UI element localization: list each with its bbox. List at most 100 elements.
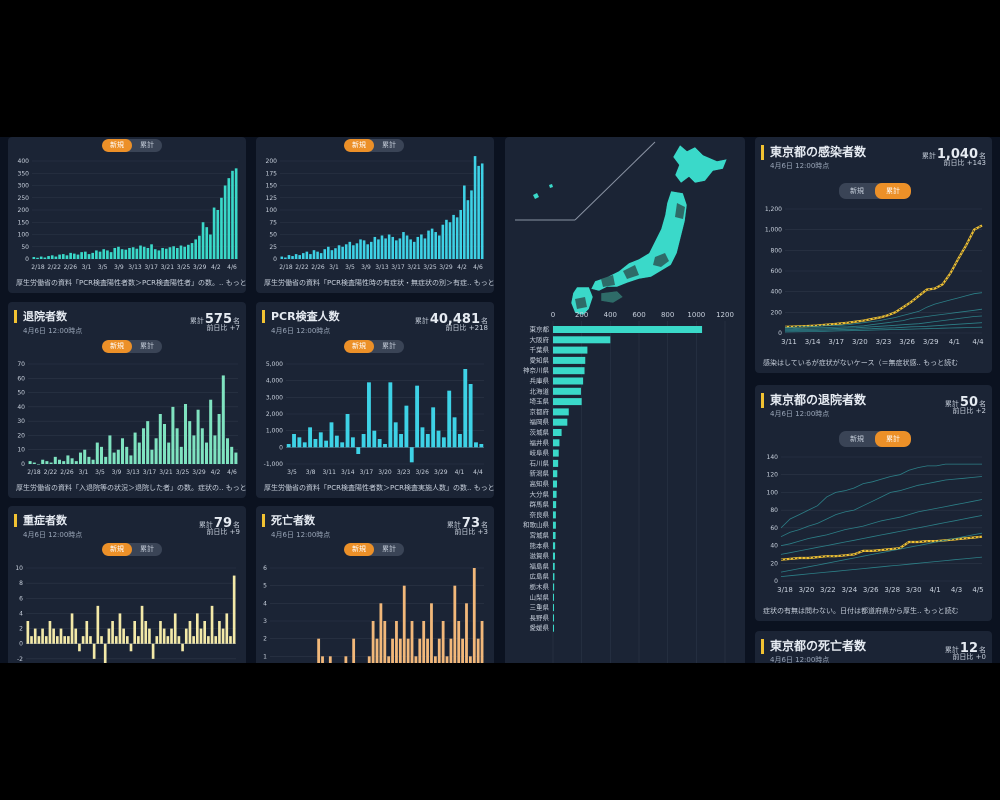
- toggle-new[interactable]: 新規: [850, 187, 864, 195]
- x-tick-label: 2/18: [27, 469, 41, 476]
- tokyo-deaths-title: 東京都の死亡者数: [761, 639, 866, 654]
- deaths-toggle[interactable]: 新規 累計: [344, 543, 404, 556]
- pcr-toggle[interactable]: 新規 累計: [344, 340, 404, 353]
- bar: [463, 369, 468, 448]
- severe-updated: 4月6日 12:00時点: [23, 531, 83, 539]
- x-tick-label: 3/26: [415, 469, 429, 476]
- bar: [83, 449, 87, 464]
- bar: [372, 430, 377, 448]
- tokyo-cases-toggle[interactable]: 新規 累計: [839, 183, 911, 199]
- x-tick-label: 3/25: [177, 264, 191, 271]
- tokyo-discharged-toggle[interactable]: 新規 累計: [839, 431, 911, 447]
- bar: [352, 245, 355, 259]
- category-label: 兵庫県: [530, 376, 550, 385]
- bar: [196, 409, 200, 464]
- toggle-new[interactable]: 新規: [344, 543, 374, 556]
- x-tick-label: 4/1: [949, 338, 960, 346]
- x-tick-label: 3/17: [360, 469, 374, 476]
- pcr-footnote[interactable]: 厚生労働省の資料「PCR検査陽性者数＞PCR検査実施人数」の数.. もっと読む: [264, 484, 494, 492]
- x-tick-label: 2/18: [279, 264, 293, 271]
- bar: [476, 638, 480, 663]
- bar: [553, 521, 556, 529]
- bar: [308, 427, 313, 448]
- bar: [553, 367, 585, 375]
- bar: [379, 603, 383, 663]
- toggle-cumulative[interactable]: 累計: [140, 342, 154, 350]
- bar: [223, 185, 227, 259]
- patients-footnote[interactable]: 厚生労働省の資料「PCR検査陽性時の有症状・無症状の別＞有症.. もっと読む: [264, 279, 494, 287]
- y-tick-label: 25: [269, 244, 277, 251]
- bar: [150, 244, 153, 259]
- bar: [91, 252, 95, 259]
- bar: [28, 461, 32, 464]
- tokyo-cases-diff: 前日比 +143: [943, 159, 986, 167]
- y-tick-label: 6: [263, 565, 267, 572]
- toggle-cumulative[interactable]: 累計: [875, 431, 911, 447]
- map-honshu: [590, 190, 688, 292]
- bar: [95, 250, 98, 259]
- bar: [418, 638, 422, 663]
- positive-footnote[interactable]: 厚生労働省の資料「PCR検査陽性者数＞PCR検査陽性者」の数。.. もっと読む: [16, 279, 246, 287]
- category-label: 福井県: [530, 438, 550, 447]
- bar: [135, 248, 139, 259]
- x-tick-label: 4/2: [457, 264, 467, 271]
- toggle-cumulative[interactable]: 累計: [382, 342, 396, 350]
- y-tick-label: 1: [263, 653, 267, 660]
- toggle-new[interactable]: 新規: [344, 139, 374, 152]
- positive-toggle[interactable]: 新規 累計: [102, 139, 162, 152]
- x-tick-label: 3/11: [781, 338, 797, 346]
- y-tick-label: 50: [269, 232, 277, 239]
- bar: [48, 621, 52, 644]
- severe-toggle[interactable]: 新規 累計: [102, 543, 162, 556]
- toggle-cumulative[interactable]: 累計: [875, 183, 911, 199]
- bar: [45, 461, 49, 464]
- bar: [302, 442, 307, 448]
- bar: [74, 461, 78, 464]
- y-tick-label: 1,200: [765, 206, 782, 213]
- map-okinawa: [549, 184, 553, 188]
- tokyo-discharged-footnote[interactable]: 症状の有無は問わない。日付は都道府県から厚生.. もっと読む: [763, 607, 959, 615]
- category-label: 愛媛県: [530, 623, 550, 632]
- x-tick-label: 3/29: [923, 338, 939, 346]
- toggle-cumulative[interactable]: 累計: [382, 545, 396, 553]
- toggle-cumulative[interactable]: 累計: [140, 141, 154, 149]
- discharged-footnote[interactable]: 厚生労働省の資料「入退院等の状況＞退院した者」の数。症状の.. もっと読む: [16, 484, 246, 492]
- toggle-cumulative[interactable]: 累計: [382, 141, 396, 149]
- toggle-new[interactable]: 新規: [850, 435, 864, 443]
- bar: [321, 656, 324, 663]
- bar: [329, 422, 334, 448]
- category-label: 神奈川県: [523, 366, 550, 375]
- y-tick-label: 2,000: [266, 411, 283, 418]
- bar: [409, 447, 414, 463]
- bar: [87, 254, 91, 259]
- x-tick-label: 800: [661, 311, 674, 319]
- bar: [553, 336, 611, 344]
- tokyo-deaths-updated: 4月6日 12:00時点: [770, 656, 830, 663]
- toggle-new[interactable]: 新規: [102, 340, 132, 353]
- toggle-new[interactable]: 新規: [102, 139, 132, 152]
- bar: [472, 568, 476, 663]
- category-label: 岐阜県: [530, 448, 550, 457]
- y-tick-label: 10: [17, 447, 25, 454]
- x-tick-label: 2/26: [311, 264, 325, 271]
- tokyo-cases-footnote[interactable]: 感染はしているが症状がないケース（＝無症状感.. もっと読む: [763, 359, 959, 367]
- bar: [225, 613, 229, 644]
- bar: [89, 636, 92, 644]
- bar: [190, 243, 194, 259]
- bar: [361, 434, 366, 448]
- bar: [334, 248, 337, 259]
- toggle-new[interactable]: 新規: [102, 543, 132, 556]
- patients-toggle[interactable]: 新規 累計: [344, 139, 404, 152]
- bar: [192, 435, 196, 464]
- x-tick-label: 3/28: [884, 586, 900, 594]
- series-line-dash: [784, 225, 983, 328]
- series-line: [784, 308, 983, 330]
- bar: [109, 252, 113, 259]
- toggle-new[interactable]: 新規: [344, 340, 374, 353]
- x-tick-label: 3/21: [159, 469, 173, 476]
- bar: [380, 235, 384, 259]
- discharged-toggle[interactable]: 新規 累計: [102, 340, 162, 353]
- bar: [294, 254, 298, 259]
- bar: [151, 643, 155, 659]
- toggle-cumulative[interactable]: 累計: [140, 545, 154, 553]
